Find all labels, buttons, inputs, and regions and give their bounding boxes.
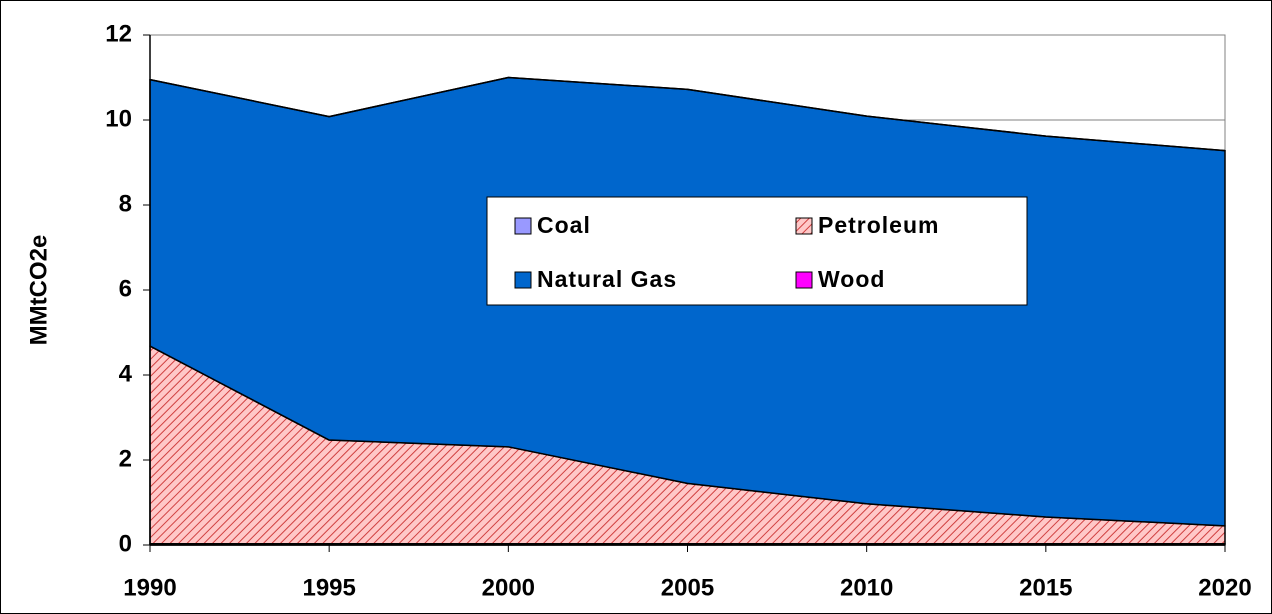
x-tick-label: 2005 bbox=[661, 574, 714, 601]
legend-label: Wood bbox=[818, 266, 885, 292]
y-tick-label: 0 bbox=[119, 530, 132, 557]
legend: Coal Petroleum Natural Gas Wood bbox=[486, 196, 1028, 306]
y-tick-label: 8 bbox=[119, 190, 132, 217]
y-tick-label: 2 bbox=[119, 445, 132, 472]
x-tick-label: 2000 bbox=[482, 574, 535, 601]
area bbox=[149, 76, 1226, 152]
y-axis-label: MMtCO2e bbox=[25, 235, 52, 346]
legend-box bbox=[486, 196, 1028, 306]
x-tick-label: 1995 bbox=[302, 574, 355, 601]
legend-label: Natural Gas bbox=[537, 266, 677, 292]
y-tick-label: 10 bbox=[105, 105, 132, 132]
legend-swatch bbox=[795, 217, 813, 235]
legend-swatch bbox=[795, 271, 813, 289]
y-tick-label: 6 bbox=[119, 275, 132, 302]
legend-swatch bbox=[514, 271, 532, 289]
legend-label: Coal bbox=[537, 212, 591, 238]
x-tick-label: 2020 bbox=[1198, 574, 1251, 601]
legend-label: Petroleum bbox=[818, 212, 939, 238]
y-tick-label: 4 bbox=[119, 360, 133, 387]
x-tick-label: 2015 bbox=[1019, 574, 1072, 601]
y-tick-label: 12 bbox=[105, 20, 132, 47]
x-tick-label: 2010 bbox=[840, 574, 893, 601]
legend-swatch bbox=[514, 217, 532, 235]
x-tick-label: 1990 bbox=[123, 574, 176, 601]
